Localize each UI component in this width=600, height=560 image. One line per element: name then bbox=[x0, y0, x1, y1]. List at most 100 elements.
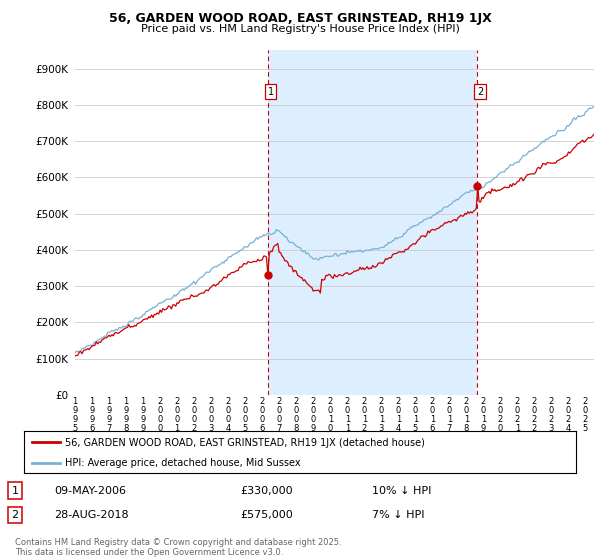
Text: 1: 1 bbox=[344, 415, 350, 424]
Text: 0: 0 bbox=[157, 405, 163, 415]
Text: 2: 2 bbox=[242, 396, 248, 405]
Text: 7: 7 bbox=[106, 424, 112, 433]
Text: 2: 2 bbox=[430, 396, 435, 405]
Text: 6: 6 bbox=[89, 424, 95, 433]
Text: 0: 0 bbox=[293, 415, 299, 424]
Text: 0: 0 bbox=[515, 405, 520, 415]
Text: 2: 2 bbox=[583, 415, 588, 424]
Text: 9: 9 bbox=[140, 415, 146, 424]
Text: HPI: Average price, detached house, Mid Sussex: HPI: Average price, detached house, Mid … bbox=[65, 458, 301, 468]
Text: 0: 0 bbox=[226, 405, 231, 415]
Text: 0: 0 bbox=[481, 405, 486, 415]
Text: 9: 9 bbox=[311, 424, 316, 433]
Text: 3: 3 bbox=[379, 424, 384, 433]
Text: 1: 1 bbox=[73, 396, 77, 405]
Text: 9: 9 bbox=[89, 415, 95, 424]
Text: 0: 0 bbox=[209, 415, 214, 424]
Text: 5: 5 bbox=[242, 424, 248, 433]
Text: 0: 0 bbox=[175, 405, 180, 415]
Text: 2: 2 bbox=[549, 415, 554, 424]
Text: 0: 0 bbox=[344, 405, 350, 415]
Text: 0: 0 bbox=[191, 405, 197, 415]
Text: 2: 2 bbox=[532, 415, 537, 424]
Text: 28-AUG-2018: 28-AUG-2018 bbox=[54, 510, 128, 520]
Text: 1: 1 bbox=[413, 415, 418, 424]
Text: 8: 8 bbox=[293, 424, 299, 433]
Text: 6: 6 bbox=[259, 424, 265, 433]
Text: 1: 1 bbox=[515, 424, 520, 433]
Text: 2: 2 bbox=[413, 396, 418, 405]
Text: 1: 1 bbox=[175, 424, 180, 433]
Text: 2: 2 bbox=[226, 396, 231, 405]
Text: 0: 0 bbox=[328, 424, 333, 433]
Text: 1: 1 bbox=[379, 415, 384, 424]
Text: 1: 1 bbox=[447, 415, 452, 424]
Text: 09-MAY-2006: 09-MAY-2006 bbox=[54, 486, 126, 496]
Text: 0: 0 bbox=[583, 405, 588, 415]
Text: 5: 5 bbox=[73, 424, 77, 433]
Text: 2: 2 bbox=[532, 396, 537, 405]
Text: 1: 1 bbox=[268, 87, 274, 97]
Text: 2: 2 bbox=[395, 396, 401, 405]
Text: 2: 2 bbox=[191, 424, 197, 433]
Bar bbox=[268, 50, 478, 395]
Text: 2: 2 bbox=[566, 415, 571, 424]
Text: 4: 4 bbox=[395, 424, 401, 433]
Text: 0: 0 bbox=[362, 405, 367, 415]
Text: 9: 9 bbox=[106, 405, 112, 415]
Text: 1: 1 bbox=[11, 486, 19, 496]
Text: 2: 2 bbox=[583, 396, 588, 405]
Text: 2: 2 bbox=[311, 396, 316, 405]
Text: 6: 6 bbox=[430, 424, 435, 433]
Text: 0: 0 bbox=[260, 415, 265, 424]
Text: 8: 8 bbox=[464, 424, 469, 433]
Text: 0: 0 bbox=[293, 405, 299, 415]
Text: 2: 2 bbox=[566, 396, 571, 405]
Text: 9: 9 bbox=[124, 405, 128, 415]
Text: 7: 7 bbox=[277, 424, 282, 433]
Text: 2: 2 bbox=[209, 396, 214, 405]
Text: 1: 1 bbox=[89, 396, 95, 405]
Text: 9: 9 bbox=[140, 424, 146, 433]
Text: Contains HM Land Registry data © Crown copyright and database right 2025.
This d: Contains HM Land Registry data © Crown c… bbox=[15, 538, 341, 557]
Text: 0: 0 bbox=[157, 424, 163, 433]
Text: 2: 2 bbox=[549, 396, 554, 405]
Text: 1: 1 bbox=[344, 424, 350, 433]
Text: £575,000: £575,000 bbox=[240, 510, 293, 520]
Text: 2: 2 bbox=[157, 396, 163, 405]
Text: 2: 2 bbox=[515, 415, 520, 424]
Text: 0: 0 bbox=[157, 415, 163, 424]
Text: 4: 4 bbox=[226, 424, 231, 433]
Text: 2: 2 bbox=[277, 396, 282, 405]
Text: 0: 0 bbox=[260, 405, 265, 415]
Text: 0: 0 bbox=[395, 405, 401, 415]
Text: 8: 8 bbox=[124, 424, 129, 433]
Text: 10% ↓ HPI: 10% ↓ HPI bbox=[372, 486, 431, 496]
Text: 2: 2 bbox=[464, 396, 469, 405]
Text: 0: 0 bbox=[242, 405, 248, 415]
Text: 1: 1 bbox=[481, 415, 486, 424]
Text: 9: 9 bbox=[124, 415, 128, 424]
Text: 2: 2 bbox=[532, 424, 537, 433]
Text: 9: 9 bbox=[481, 424, 486, 433]
Text: 0: 0 bbox=[209, 405, 214, 415]
Text: 2: 2 bbox=[447, 396, 452, 405]
Text: 2: 2 bbox=[362, 396, 367, 405]
Text: 1: 1 bbox=[124, 396, 128, 405]
Text: 2: 2 bbox=[379, 396, 384, 405]
Text: 56, GARDEN WOOD ROAD, EAST GRINSTEAD, RH19 1JX (detached house): 56, GARDEN WOOD ROAD, EAST GRINSTEAD, RH… bbox=[65, 437, 425, 447]
Text: 0: 0 bbox=[498, 424, 503, 433]
Text: 0: 0 bbox=[566, 405, 571, 415]
Text: 7: 7 bbox=[446, 424, 452, 433]
Text: 0: 0 bbox=[430, 405, 435, 415]
Text: 2: 2 bbox=[481, 396, 486, 405]
Text: 1: 1 bbox=[464, 415, 469, 424]
Text: 0: 0 bbox=[464, 405, 469, 415]
Text: 7% ↓ HPI: 7% ↓ HPI bbox=[372, 510, 425, 520]
Text: 2: 2 bbox=[328, 396, 333, 405]
Text: 1: 1 bbox=[140, 396, 146, 405]
Text: 0: 0 bbox=[532, 405, 537, 415]
Text: 1: 1 bbox=[430, 415, 435, 424]
Text: 0: 0 bbox=[242, 415, 248, 424]
Text: 5: 5 bbox=[413, 424, 418, 433]
